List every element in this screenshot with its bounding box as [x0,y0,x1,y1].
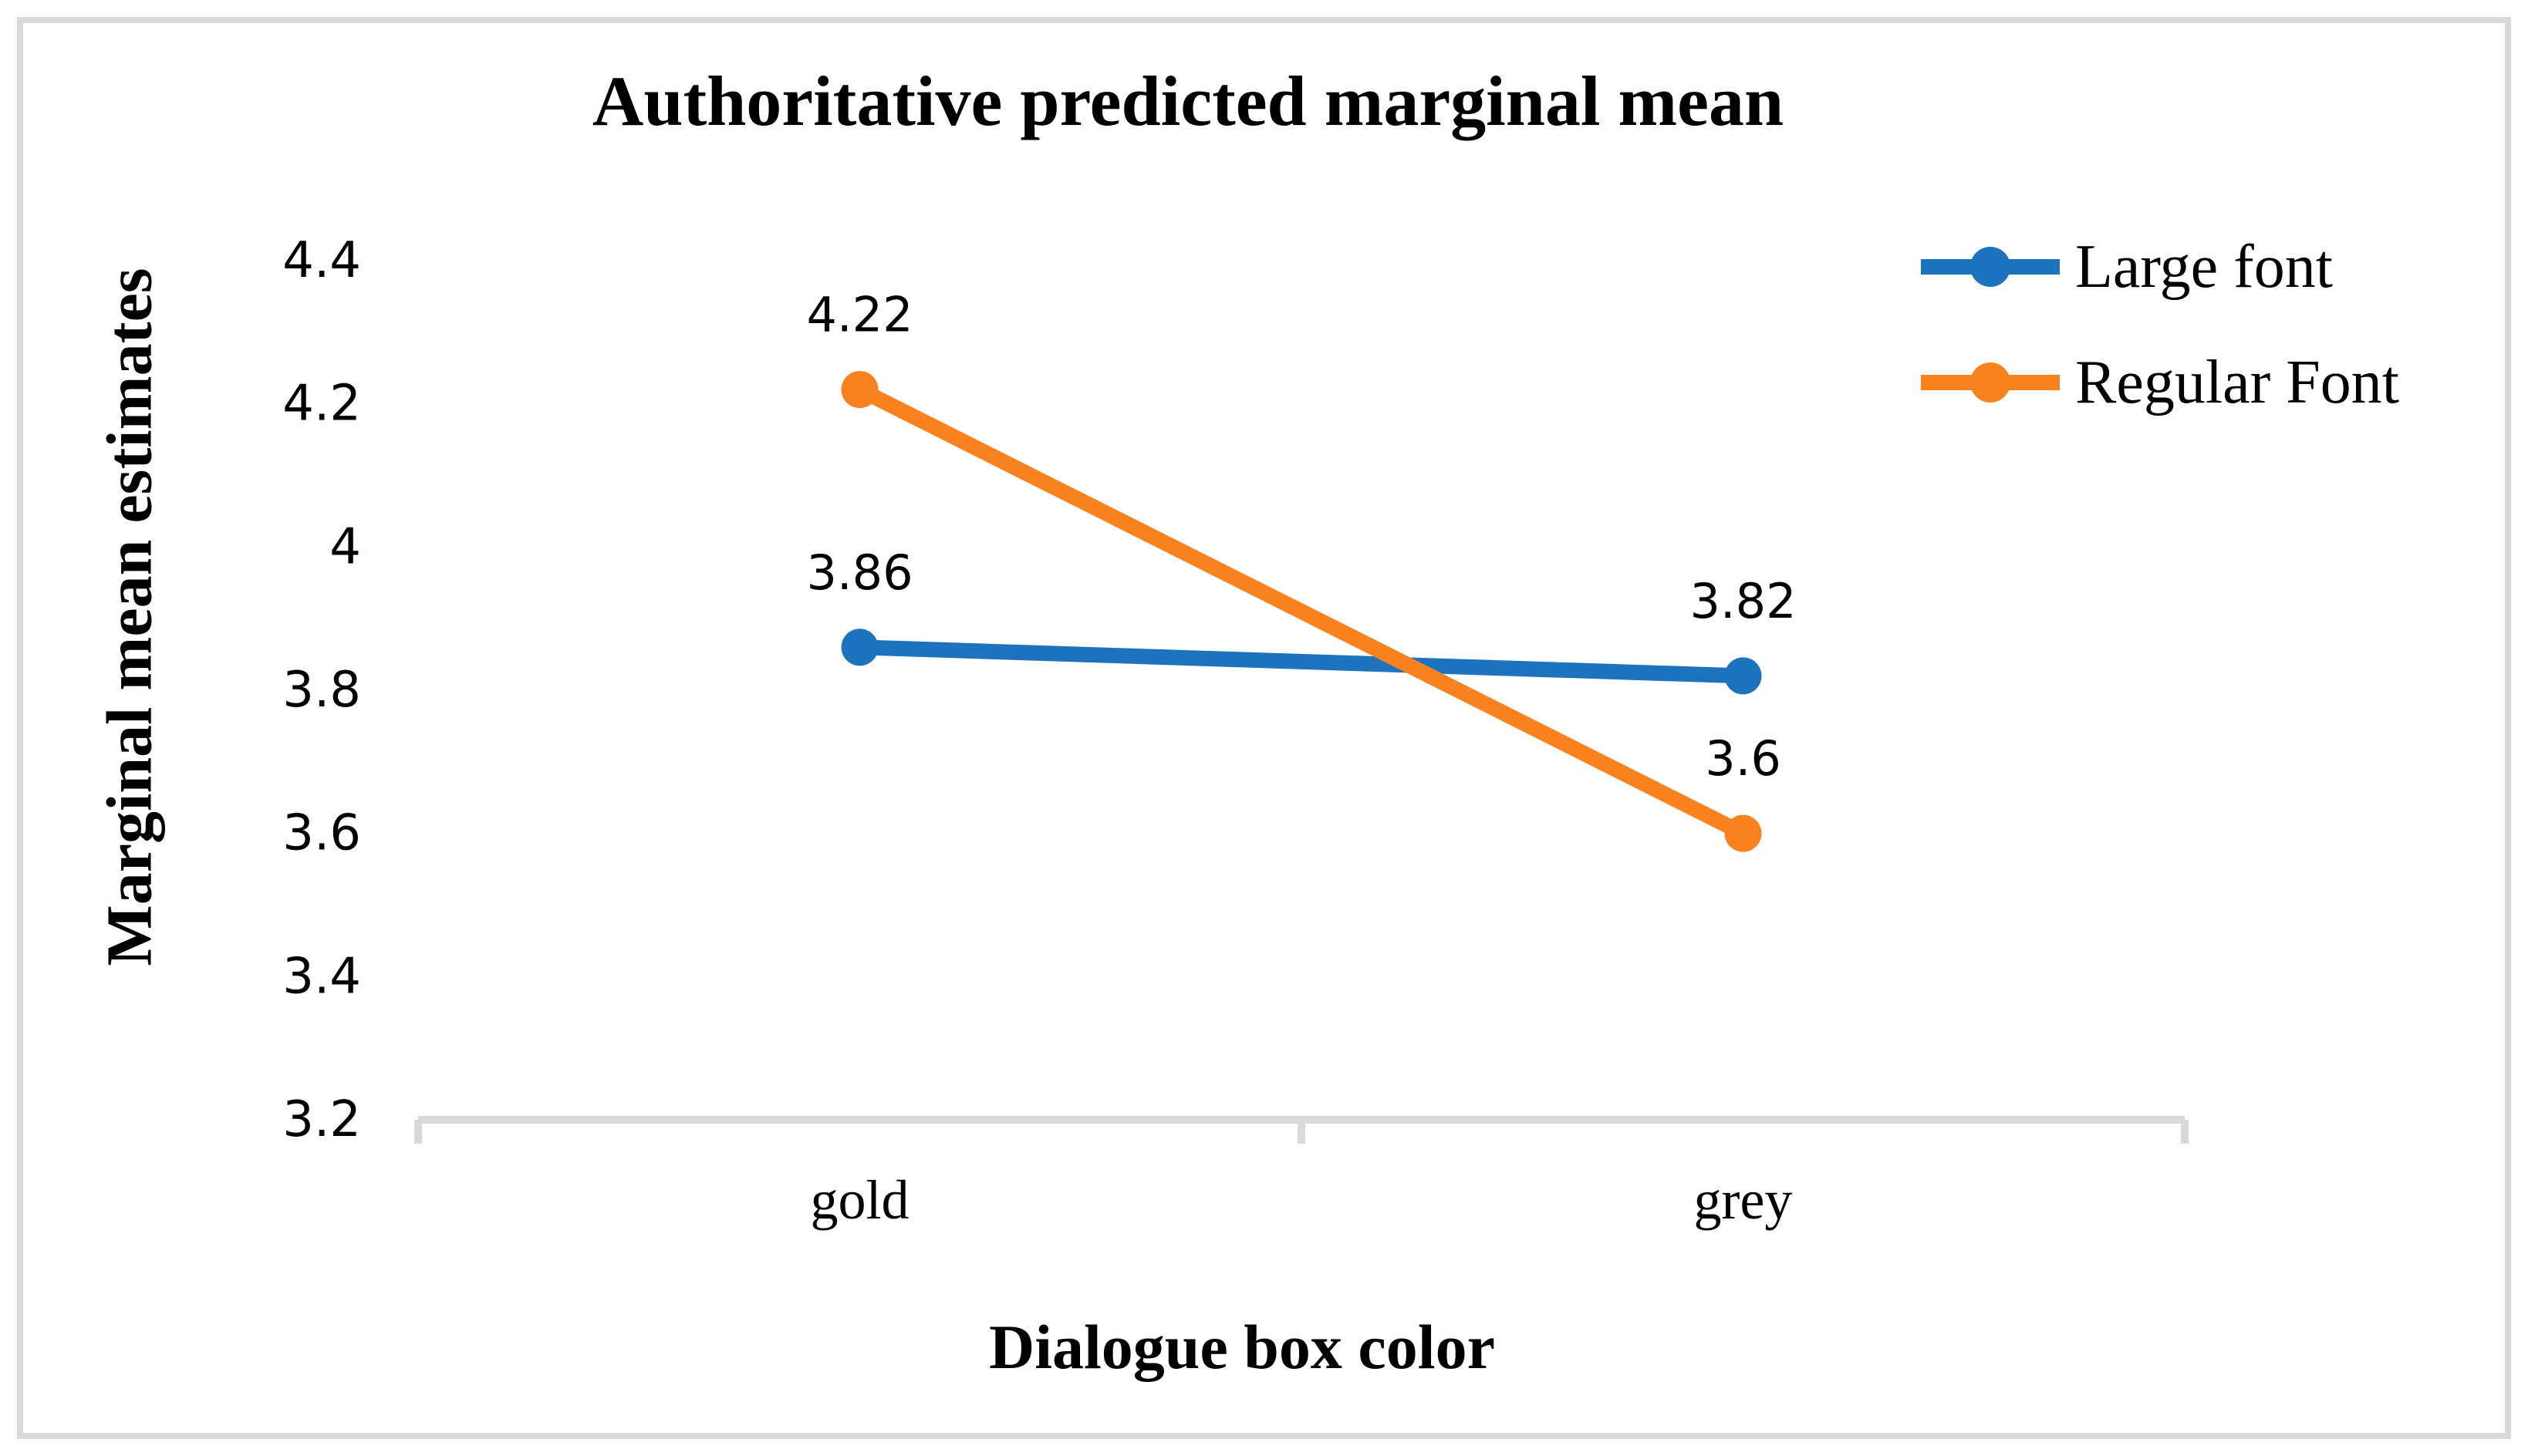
data-label-large-font-grey: 3.82 [1689,573,1796,629]
legend-item-regular-font: Regular Font [1913,344,2399,421]
series-line-large-font [852,639,1751,684]
legend-item-large-font: Large font [1913,228,2399,305]
y-tick-label-3-6: 3.6 [282,805,361,862]
category-label-gold: gold [810,1169,909,1231]
data-point-regular-font-grey [1724,814,1762,852]
y-tick-label-4: 4 [329,518,361,575]
data-label-large-font-gold: 3.86 [806,544,913,601]
figure-border [17,17,2511,1439]
legend-label: Large font [2075,233,2333,301]
y-tick-label-3-4: 3.4 [282,948,361,1005]
series-line-regular-font [852,382,1751,841]
legend-marker-line-circle-icon [1921,362,2060,403]
x-axis-title: Dialogue box color [989,1312,1495,1382]
data-label-regular-font-grey: 3.6 [1705,730,1781,787]
data-label-regular-font-gold: 4.22 [806,287,913,343]
y-tick-label-4-4: 4.4 [282,232,361,289]
category-label-grey: grey [1694,1169,1793,1231]
y-tick-label-3-8: 3.8 [282,662,361,719]
data-point-large-font-gold [841,629,879,666]
chart-title: Authoritative predicted marginal mean [592,62,1784,140]
data-point-large-font-grey [1724,657,1762,695]
y-tick-label-4-2: 4.2 [282,376,361,433]
legend-label: Regular Font [2075,349,2399,416]
y-tick-label-3-2: 3.2 [282,1091,361,1148]
data-point-regular-font-gold [841,371,879,409]
legend: Large font Regular Font [1913,228,2399,421]
legend-marker-line-circle-icon [1921,247,2060,287]
